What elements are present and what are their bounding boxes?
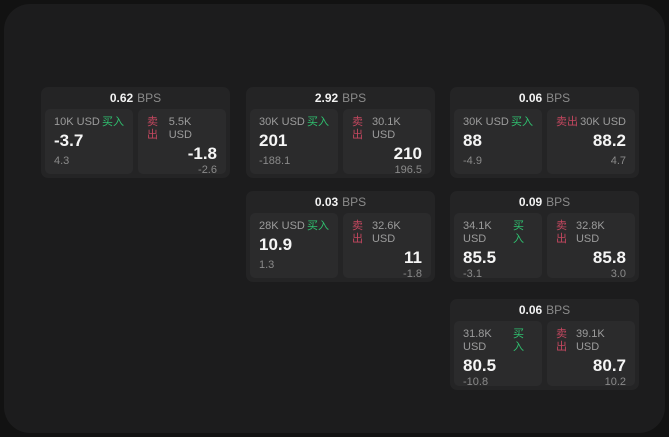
sell-price: 210 bbox=[393, 144, 422, 163]
buy-price: 85.5 bbox=[463, 248, 497, 267]
sell-delta: 196.5 bbox=[394, 164, 422, 176]
bps-header: 0.62 BPS bbox=[45, 87, 226, 109]
buy-price: 80.5 bbox=[463, 356, 497, 375]
quote-card: 0.03 BPS 28K USD 买入 10.9 1.3 卖出 32.6K US… bbox=[246, 191, 435, 282]
sell-quote-panel[interactable]: 卖出 32.8K USD 85.8 3.0 bbox=[547, 213, 635, 280]
buy-quote-panel[interactable]: 28K USD 买入 10.9 1.3 bbox=[250, 213, 338, 278]
bps-unit: BPS bbox=[546, 303, 571, 317]
quote-card: 2.92 BPS 30K USD 买入 201 -188.1 卖出 30.1K … bbox=[246, 87, 435, 178]
bps-unit: BPS bbox=[342, 195, 367, 209]
sell-amount: 32.6K USD bbox=[371, 220, 401, 245]
sell-label: 卖出 bbox=[556, 220, 567, 245]
buy-amount: 31.8K USD bbox=[463, 328, 492, 353]
sell-delta: 4.7 bbox=[610, 155, 626, 167]
buy-label: 买入 bbox=[307, 220, 329, 232]
buy-amount: 30K USD bbox=[259, 116, 305, 128]
buy-amount: 28K USD bbox=[259, 220, 305, 232]
sell-label: 卖出 bbox=[352, 220, 363, 245]
buy-quote-panel[interactable]: 31.8K USD 买入 80.5 -10.8 bbox=[454, 321, 542, 388]
buy-delta: -4.9 bbox=[463, 155, 482, 167]
sell-label: 卖出 bbox=[352, 116, 363, 141]
sell-price: -1.8 bbox=[187, 144, 217, 163]
bps-header: 0.06 BPS bbox=[454, 87, 635, 109]
buy-price: 201 bbox=[259, 131, 288, 150]
buy-delta: 1.3 bbox=[259, 259, 275, 271]
buy-delta: 4.3 bbox=[54, 155, 70, 167]
quote-card: 0.09 BPS 34.1K USD 买入 85.5 -3.1 卖出 32.8K… bbox=[450, 191, 639, 282]
buy-quote-panel[interactable]: 10K USD 买入 -3.7 4.3 bbox=[45, 109, 133, 174]
bps-value: 0.09 bbox=[518, 195, 543, 209]
sell-price: 11 bbox=[404, 248, 422, 267]
sell-delta: -1.8 bbox=[403, 268, 422, 280]
buy-delta: -3.1 bbox=[463, 268, 482, 280]
bps-value: 0.06 bbox=[518, 91, 543, 105]
bps-unit: BPS bbox=[342, 91, 367, 105]
buy-quote-panel[interactable]: 30K USD 买入 88 -4.9 bbox=[454, 109, 542, 174]
quote-card: 0.06 BPS 31.8K USD 买入 80.5 -10.8 卖出 39.1… bbox=[450, 299, 639, 390]
sell-price: 85.8 bbox=[592, 248, 626, 267]
quote-board: 0.62 BPS 10K USD 买入 -3.7 4.3 卖出 5.5K USD… bbox=[4, 4, 665, 433]
buy-delta: -188.1 bbox=[259, 155, 291, 167]
buy-label: 买入 bbox=[513, 220, 525, 245]
sell-delta: 10.2 bbox=[604, 376, 626, 388]
bps-header: 0.09 BPS bbox=[454, 191, 635, 213]
buy-price: 10.9 bbox=[259, 235, 293, 254]
buy-label: 买入 bbox=[513, 328, 525, 353]
buy-label: 买入 bbox=[307, 116, 329, 128]
sell-amount: 39.1K USD bbox=[575, 328, 605, 353]
sell-label: 卖出 bbox=[556, 328, 567, 353]
sell-quote-panel[interactable]: 卖出 39.1K USD 80.7 10.2 bbox=[547, 321, 635, 388]
bps-header: 2.92 BPS bbox=[250, 87, 431, 109]
bps-header: 0.03 BPS bbox=[250, 191, 431, 213]
sell-delta: 3.0 bbox=[610, 268, 626, 280]
sell-amount: 30K USD bbox=[580, 116, 626, 128]
buy-amount: 34.1K USD bbox=[463, 220, 492, 245]
bps-value: 0.03 bbox=[314, 195, 339, 209]
buy-price: 88 bbox=[463, 131, 482, 150]
bps-value: 0.62 bbox=[109, 91, 134, 105]
quote-card: 0.62 BPS 10K USD 买入 -3.7 4.3 卖出 5.5K USD… bbox=[41, 87, 230, 178]
sell-amount: 32.8K USD bbox=[575, 220, 605, 245]
buy-amount: 30K USD bbox=[463, 116, 509, 128]
sell-amount: 5.5K USD bbox=[168, 116, 192, 141]
quote-card: 0.06 BPS 30K USD 买入 88 -4.9 卖出 30K USD 8… bbox=[450, 87, 639, 178]
bps-value: 2.92 bbox=[314, 91, 339, 105]
sell-quote-panel[interactable]: 卖出 30.1K USD 210 196.5 bbox=[343, 109, 431, 176]
sell-label: 卖出 bbox=[556, 116, 578, 128]
buy-price: -3.7 bbox=[54, 131, 84, 150]
buy-label: 买入 bbox=[511, 116, 533, 128]
sell-price: 88.2 bbox=[592, 131, 626, 150]
bps-unit: BPS bbox=[546, 195, 571, 209]
buy-amount: 10K USD bbox=[54, 116, 100, 128]
sell-quote-panel[interactable]: 卖出 32.6K USD 11 -1.8 bbox=[343, 213, 431, 280]
buy-quote-panel[interactable]: 30K USD 买入 201 -188.1 bbox=[250, 109, 338, 174]
bps-header: 0.06 BPS bbox=[454, 299, 635, 321]
bps-value: 0.06 bbox=[518, 303, 543, 317]
sell-amount: 30.1K USD bbox=[371, 116, 401, 141]
bps-unit: BPS bbox=[546, 91, 571, 105]
sell-price: 80.7 bbox=[592, 356, 626, 375]
bps-unit: BPS bbox=[137, 91, 162, 105]
sell-label: 卖出 bbox=[147, 116, 158, 141]
buy-delta: -10.8 bbox=[463, 376, 489, 388]
sell-quote-panel[interactable]: 卖出 5.5K USD -1.8 -2.6 bbox=[138, 109, 226, 176]
buy-quote-panel[interactable]: 34.1K USD 买入 85.5 -3.1 bbox=[454, 213, 542, 280]
sell-quote-panel[interactable]: 卖出 30K USD 88.2 4.7 bbox=[547, 109, 635, 174]
sell-delta: -2.6 bbox=[198, 164, 217, 176]
buy-label: 买入 bbox=[102, 116, 124, 128]
